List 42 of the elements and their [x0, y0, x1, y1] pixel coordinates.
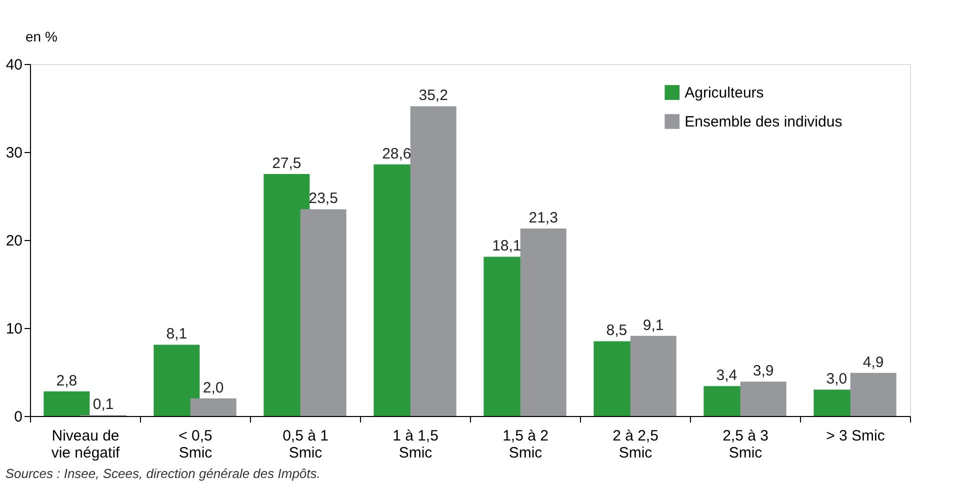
data-label: 27,5 — [272, 155, 302, 172]
data-label: 35,2 — [418, 87, 448, 104]
data-label: 9,1 — [642, 316, 664, 334]
y-axis-title: en % — [26, 28, 58, 44]
legend-label: Agriculteurs — [684, 84, 764, 102]
y-tick-label: 0 — [14, 408, 22, 426]
x-tick-label: < 0,5 Smic — [178, 428, 213, 462]
bar — [410, 106, 456, 416]
x-tick-label: 2 à 2,5 Smic — [612, 428, 658, 462]
bar — [300, 209, 346, 416]
data-label: 23,5 — [308, 190, 338, 208]
bar — [154, 344, 200, 416]
data-label: 2,0 — [202, 379, 224, 396]
y-tick-label: 20 — [6, 232, 22, 250]
x-tick-label: 1 à 1,5 Smic — [392, 428, 438, 462]
data-label: 3,4 — [716, 367, 738, 384]
data-label: 4,9 — [862, 354, 884, 371]
bar — [520, 228, 566, 416]
x-tick-label: 0,5 à 1 Smic — [282, 428, 328, 462]
x-tick-label: > 3 Smic — [826, 428, 886, 444]
data-label: 28,6 — [382, 145, 412, 162]
y-tick-label: 30 — [6, 144, 22, 162]
data-label: 3,0 — [826, 370, 848, 388]
data-label: 0,1 — [92, 396, 114, 414]
data-label: 8,5 — [606, 322, 628, 340]
bar — [190, 398, 236, 416]
bar — [44, 391, 90, 416]
x-tick-label: 2,5 à 3 Smic — [722, 428, 768, 462]
bar — [740, 382, 786, 416]
x-tick-label: Niveau de vie négatif — [51, 428, 121, 462]
data-label: 3,9 — [752, 362, 774, 380]
y-tick-label: 10 — [6, 320, 22, 338]
y-tick-label: 40 — [6, 56, 22, 74]
data-label: 18,1 — [492, 238, 522, 255]
legend-label: Ensemble des individus — [684, 114, 842, 130]
bar — [630, 336, 676, 416]
bar — [850, 372, 896, 416]
data-label: 2,8 — [56, 372, 78, 390]
source-note: Sources : Insee, Scees, direction générale des Impôts. — [5, 466, 320, 481]
data-label: 8,1 — [166, 326, 188, 343]
x-tick-label: 1,5 à 2 Smic — [502, 428, 548, 462]
data-label: 21,3 — [528, 210, 558, 227]
